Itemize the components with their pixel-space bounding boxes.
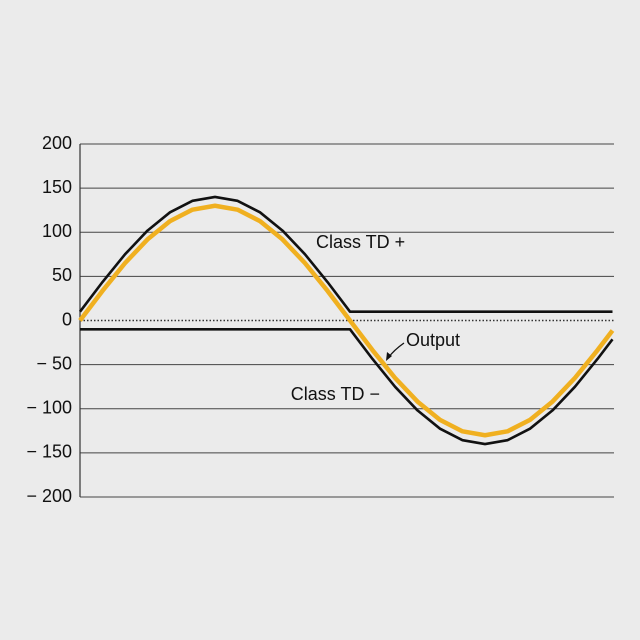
series-line	[80, 328, 614, 446]
y-tick-label: 0	[62, 309, 72, 329]
y-tick-label: 100	[42, 221, 72, 241]
annotation: Class TD +	[316, 232, 405, 252]
y-tick-label: 200	[42, 133, 72, 153]
y-tick-label: 50	[52, 265, 72, 285]
annotation: Output	[406, 330, 460, 350]
y-tick-label: − 150	[26, 442, 72, 462]
series-line	[78, 203, 615, 438]
annotation-arrowhead	[386, 352, 392, 361]
y-tick-label: − 100	[26, 398, 72, 418]
series-line	[78, 195, 613, 313]
y-tick-label: − 200	[26, 486, 72, 506]
annotation: Class TD −	[291, 384, 380, 404]
y-tick-label: − 50	[36, 353, 72, 373]
y-tick-label: 150	[42, 177, 72, 197]
